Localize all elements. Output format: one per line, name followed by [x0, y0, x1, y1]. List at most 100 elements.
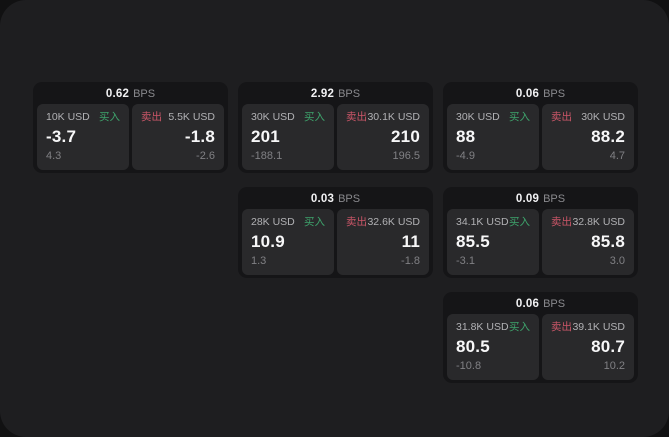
card-body: 10K USD 买入 -3.7 4.3 卖出 5.5K USD -1.8 -2.…	[33, 104, 228, 170]
sell-panel[interactable]: 卖出 5.5K USD -1.8 -2.6	[132, 104, 224, 170]
sell-side-label: 卖出	[346, 216, 367, 228]
bps-header: 0.03 BPS	[238, 187, 433, 209]
buy-price: 201	[251, 127, 280, 146]
bps-unit: BPS	[543, 192, 566, 205]
sell-price: 85.8	[591, 232, 625, 251]
buy-delta: -10.8	[456, 360, 482, 372]
sell-amount: 32.8K USD	[572, 216, 625, 228]
sell-side-label: 卖出	[551, 216, 572, 228]
buy-side-label: 买入	[304, 111, 325, 123]
bps-value: 0.06	[515, 297, 540, 310]
sell-delta: 196.5	[392, 150, 420, 162]
bps-header: 0.06 BPS	[443, 292, 638, 314]
sell-panel[interactable]: 卖出 30K USD 88.2 4.7	[542, 104, 634, 170]
sell-meta-row: 卖出 5.5K USD	[141, 111, 215, 124]
buy-panel[interactable]: 10K USD 买入 -3.7 4.3	[37, 104, 129, 170]
quote-card: 0.09 BPS 34.1K USD 买入 85.5 -3.1 卖出 32.8K…	[443, 187, 638, 278]
buy-meta-row: 28K USD 买入	[251, 216, 325, 229]
quote-card: 0.03 BPS 28K USD 买入 10.9 1.3 卖出 32.6K US…	[238, 187, 433, 278]
quote-card: 0.62 BPS 10K USD 买入 -3.7 4.3 卖出 5.5K USD…	[33, 82, 228, 173]
card-body: 30K USD 买入 201 -188.1 卖出 30.1K USD 210 1…	[238, 104, 433, 170]
buy-amount: 31.8K USD	[456, 321, 509, 333]
buy-amount: 30K USD	[251, 111, 295, 123]
sell-amount: 30K USD	[581, 111, 625, 123]
buy-side-label: 买入	[509, 321, 530, 333]
sell-side-label: 卖出	[141, 111, 162, 123]
sell-amount: 5.5K USD	[168, 111, 215, 123]
sell-amount: 32.6K USD	[367, 216, 420, 228]
buy-panel[interactable]: 30K USD 买入 201 -188.1	[242, 104, 334, 170]
buy-price: -3.7	[46, 127, 77, 146]
sell-delta: 3.0	[609, 255, 625, 267]
quote-card: 2.92 BPS 30K USD 买入 201 -188.1 卖出 30.1K …	[238, 82, 433, 173]
buy-meta-row: 30K USD 买入	[251, 111, 325, 124]
buy-meta-row: 31.8K USD 买入	[456, 321, 530, 334]
buy-delta: -4.9	[456, 150, 475, 162]
quote-card: 0.06 BPS 31.8K USD 买入 80.5 -10.8 卖出 39.1…	[443, 292, 638, 383]
sell-delta: 4.7	[609, 150, 625, 162]
card-body: 30K USD 买入 88 -4.9 卖出 30K USD 88.2 4.7	[443, 104, 638, 170]
sell-delta: -1.8	[401, 255, 420, 267]
buy-amount: 30K USD	[456, 111, 500, 123]
sell-delta: -2.6	[196, 150, 215, 162]
bps-header: 2.92 BPS	[238, 82, 433, 104]
sell-side-label: 卖出	[551, 111, 572, 123]
bps-value: 0.09	[515, 192, 540, 205]
card-body: 31.8K USD 买入 80.5 -10.8 卖出 39.1K USD 80.…	[443, 314, 638, 380]
buy-panel[interactable]: 30K USD 买入 88 -4.9	[447, 104, 539, 170]
sell-side-label: 卖出	[551, 321, 572, 333]
quote-card: 0.06 BPS 30K USD 买入 88 -4.9 卖出 30K USD 8…	[443, 82, 638, 173]
sell-price: -1.8	[184, 127, 215, 146]
sell-panel[interactable]: 卖出 32.8K USD 85.8 3.0	[542, 209, 634, 275]
sell-side-label: 卖出	[346, 111, 367, 123]
sell-meta-row: 卖出 30.1K USD	[346, 111, 420, 124]
buy-price: 85.5	[456, 232, 490, 251]
buy-amount: 10K USD	[46, 111, 90, 123]
sell-price: 210	[391, 127, 420, 146]
bps-header: 0.06 BPS	[443, 82, 638, 104]
sell-amount: 30.1K USD	[367, 111, 420, 123]
sell-meta-row: 卖出 39.1K USD	[551, 321, 625, 334]
sell-price: 11	[401, 232, 420, 251]
card-body: 28K USD 买入 10.9 1.3 卖出 32.6K USD 11 -1.8	[238, 209, 433, 275]
buy-delta: 1.3	[251, 255, 267, 267]
bps-unit: BPS	[133, 87, 156, 100]
buy-delta: -188.1	[251, 150, 283, 162]
buy-panel[interactable]: 31.8K USD 买入 80.5 -10.8	[447, 314, 539, 380]
sell-amount: 39.1K USD	[572, 321, 625, 333]
bps-header: 0.62 BPS	[33, 82, 228, 104]
buy-side-label: 买入	[509, 111, 530, 123]
buy-amount: 28K USD	[251, 216, 295, 228]
sell-panel[interactable]: 卖出 32.6K USD 11 -1.8	[337, 209, 429, 275]
bps-value: 0.62	[105, 87, 130, 100]
sell-meta-row: 卖出 32.6K USD	[346, 216, 420, 229]
bps-value: 0.06	[515, 87, 540, 100]
bps-unit: BPS	[543, 297, 566, 310]
sell-meta-row: 卖出 30K USD	[551, 111, 625, 124]
buy-side-label: 买入	[304, 216, 325, 228]
bps-unit: BPS	[338, 87, 361, 100]
buy-meta-row: 30K USD 买入	[456, 111, 530, 124]
sell-price: 88.2	[591, 127, 625, 146]
card-body: 34.1K USD 买入 85.5 -3.1 卖出 32.8K USD 85.8…	[443, 209, 638, 275]
sell-panel[interactable]: 卖出 30.1K USD 210 196.5	[337, 104, 429, 170]
buy-price: 88	[456, 127, 476, 146]
sell-meta-row: 卖出 32.8K USD	[551, 216, 625, 229]
bps-unit: BPS	[543, 87, 566, 100]
bps-value: 0.03	[310, 192, 335, 205]
buy-side-label: 买入	[99, 111, 120, 123]
bps-value: 2.92	[310, 87, 335, 100]
bps-header: 0.09 BPS	[443, 187, 638, 209]
buy-delta: -3.1	[456, 255, 475, 267]
bps-unit: BPS	[338, 192, 361, 205]
buy-price: 80.5	[456, 337, 490, 356]
buy-price: 10.9	[251, 232, 285, 251]
buy-panel[interactable]: 28K USD 买入 10.9 1.3	[242, 209, 334, 275]
sell-panel[interactable]: 卖出 39.1K USD 80.7 10.2	[542, 314, 634, 380]
buy-meta-row: 10K USD 买入	[46, 111, 120, 124]
buy-side-label: 买入	[509, 216, 530, 228]
buy-panel[interactable]: 34.1K USD 买入 85.5 -3.1	[447, 209, 539, 275]
sell-price: 80.7	[591, 337, 625, 356]
